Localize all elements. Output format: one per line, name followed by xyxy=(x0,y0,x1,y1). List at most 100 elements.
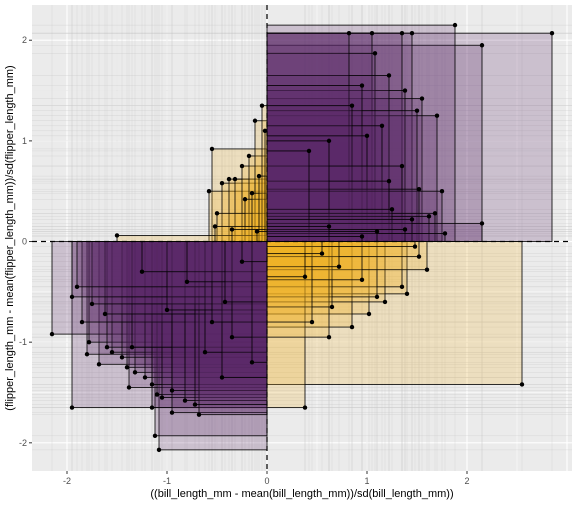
data-point xyxy=(249,360,255,365)
data-point xyxy=(399,30,405,36)
data-point xyxy=(102,311,108,317)
data-point xyxy=(326,138,332,144)
data-point xyxy=(302,274,308,279)
deviation-rectangle xyxy=(266,241,313,323)
deviation-rectangle xyxy=(71,241,268,298)
data-point xyxy=(262,128,268,134)
deviation-rectangle xyxy=(266,98,423,242)
deviation-rectangle xyxy=(198,241,268,416)
deviation-rectangle xyxy=(266,215,430,242)
data-point xyxy=(336,264,342,269)
data-point xyxy=(229,227,235,232)
deviation-rectangle xyxy=(266,241,378,298)
data-point xyxy=(404,291,410,297)
data-point xyxy=(402,88,408,93)
data-point xyxy=(149,382,155,387)
data-point xyxy=(326,334,332,340)
data-point xyxy=(212,224,218,229)
axes: -2 -1 0 1 2 -2 -1 0 1 2 xyxy=(19,35,470,486)
data-point xyxy=(442,231,448,236)
data-point xyxy=(222,299,228,305)
deviation-rectangle xyxy=(154,241,268,437)
deviation-rectangle xyxy=(131,241,268,348)
data-point xyxy=(96,362,102,367)
deviation-rectangle xyxy=(266,32,403,242)
data-point xyxy=(319,251,325,256)
deviation-rectangles xyxy=(51,24,553,451)
data-point xyxy=(432,211,438,216)
deviation-rectangle xyxy=(266,52,376,242)
deviation-rectangle xyxy=(204,241,268,353)
data-point xyxy=(452,22,458,28)
data-point xyxy=(214,211,220,216)
data-point xyxy=(399,284,405,290)
data-point xyxy=(196,412,202,417)
data-point xyxy=(129,345,135,350)
data-point xyxy=(302,405,308,410)
data-point xyxy=(254,229,260,234)
data-point xyxy=(109,350,115,355)
data-point xyxy=(309,319,315,325)
data-point xyxy=(416,254,422,259)
data-point xyxy=(439,188,445,194)
data-point xyxy=(389,207,395,212)
data-point xyxy=(152,433,158,438)
deviation-rectangle xyxy=(171,241,268,414)
data-point xyxy=(169,388,175,393)
data-point xyxy=(226,176,232,182)
data-point xyxy=(366,311,372,317)
data-point xyxy=(69,294,75,300)
data-point xyxy=(142,375,148,380)
deviation-rectangle xyxy=(86,241,268,355)
x-axis-tick-label: 1 xyxy=(364,476,369,486)
data-point xyxy=(202,350,208,355)
data-point xyxy=(326,224,332,229)
deviation-rectangle xyxy=(266,241,363,281)
data-point xyxy=(349,324,355,330)
deviation-rectangle xyxy=(266,165,403,242)
data-point xyxy=(379,123,385,128)
data-point xyxy=(154,392,160,397)
data-point xyxy=(126,385,132,390)
data-point xyxy=(84,352,90,357)
deviation-rectangle xyxy=(266,241,306,278)
y-axis-title: (flipper_length_mm - mean(flipper_length… xyxy=(4,65,16,410)
y-axis-tick-label: -2 xyxy=(19,438,27,448)
data-point xyxy=(242,197,248,202)
deviation-rectangle xyxy=(266,135,368,242)
deviation-rectangle xyxy=(161,241,268,398)
data-point xyxy=(79,319,85,325)
data-point xyxy=(434,113,440,118)
data-point xyxy=(346,30,352,36)
data-point xyxy=(49,331,55,337)
data-point xyxy=(256,173,262,179)
deviation-rectangle xyxy=(266,75,390,242)
deviation-rectangle xyxy=(151,241,268,385)
data-point xyxy=(519,382,525,387)
data-point xyxy=(249,191,255,196)
data-point xyxy=(149,405,155,410)
deviation-rectangle xyxy=(231,241,268,338)
deviation-rectangle xyxy=(266,241,353,328)
data-point xyxy=(74,284,80,290)
deviation-rectangle xyxy=(241,241,268,263)
deviation-rectangle xyxy=(266,85,363,242)
data-point xyxy=(114,233,120,238)
deviation-rectangle xyxy=(166,241,268,311)
deviation-rectangle xyxy=(266,32,350,242)
y-axis-tick-label: -1 xyxy=(19,337,27,347)
data-point xyxy=(479,43,485,48)
deviation-rectangle xyxy=(266,125,383,242)
y-axis-tick-label: 2 xyxy=(22,35,27,45)
data-point xyxy=(306,148,312,154)
data-point xyxy=(89,301,95,307)
data-point xyxy=(229,334,235,340)
deviation-rectangle xyxy=(266,32,553,242)
deviation-rectangle xyxy=(266,241,408,295)
data-point xyxy=(414,108,420,113)
data-point xyxy=(424,267,430,272)
deviation-rectangle xyxy=(151,241,268,409)
data-point xyxy=(239,259,245,264)
x-axis-tick-label: -2 xyxy=(63,476,71,486)
data-point xyxy=(164,307,170,313)
